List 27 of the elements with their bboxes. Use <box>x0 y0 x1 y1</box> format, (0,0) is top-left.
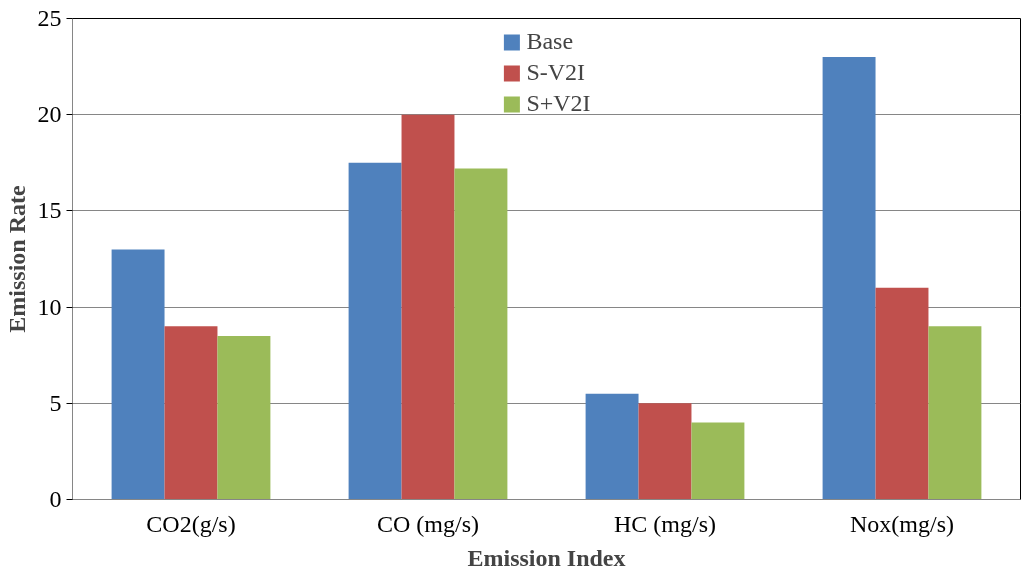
bar <box>691 422 745 500</box>
bar <box>401 114 455 500</box>
legend-label: S+V2I <box>526 90 591 117</box>
x-tick-label: CO (mg/s) <box>377 510 479 537</box>
bar <box>164 326 218 500</box>
bar <box>348 162 402 500</box>
bar <box>454 168 508 500</box>
bar <box>822 56 876 500</box>
bar <box>585 393 639 500</box>
bar <box>875 287 929 500</box>
bar <box>111 249 165 500</box>
x-tick-label: CO2(g/s) <box>146 510 236 537</box>
y-tick-label: 10 <box>37 293 62 320</box>
bar <box>928 326 982 500</box>
bar <box>638 403 692 500</box>
x-axis-title: Emission Index <box>467 544 626 571</box>
y-tick-label: 5 <box>49 389 62 416</box>
x-tick-label: HC (mg/s) <box>614 510 716 537</box>
y-tick-label: 25 <box>37 5 62 31</box>
legend-label: Base <box>526 28 574 55</box>
legend-label: S-V2I <box>526 59 586 86</box>
y-axis-title: Emission Rate <box>3 184 30 333</box>
y-tick-label: 0 <box>49 486 62 512</box>
y-tick-label: 15 <box>37 197 62 224</box>
y-tick-label: 20 <box>37 101 62 128</box>
x-tick-label: Nox(mg/s) <box>850 510 954 537</box>
bar <box>217 335 271 500</box>
